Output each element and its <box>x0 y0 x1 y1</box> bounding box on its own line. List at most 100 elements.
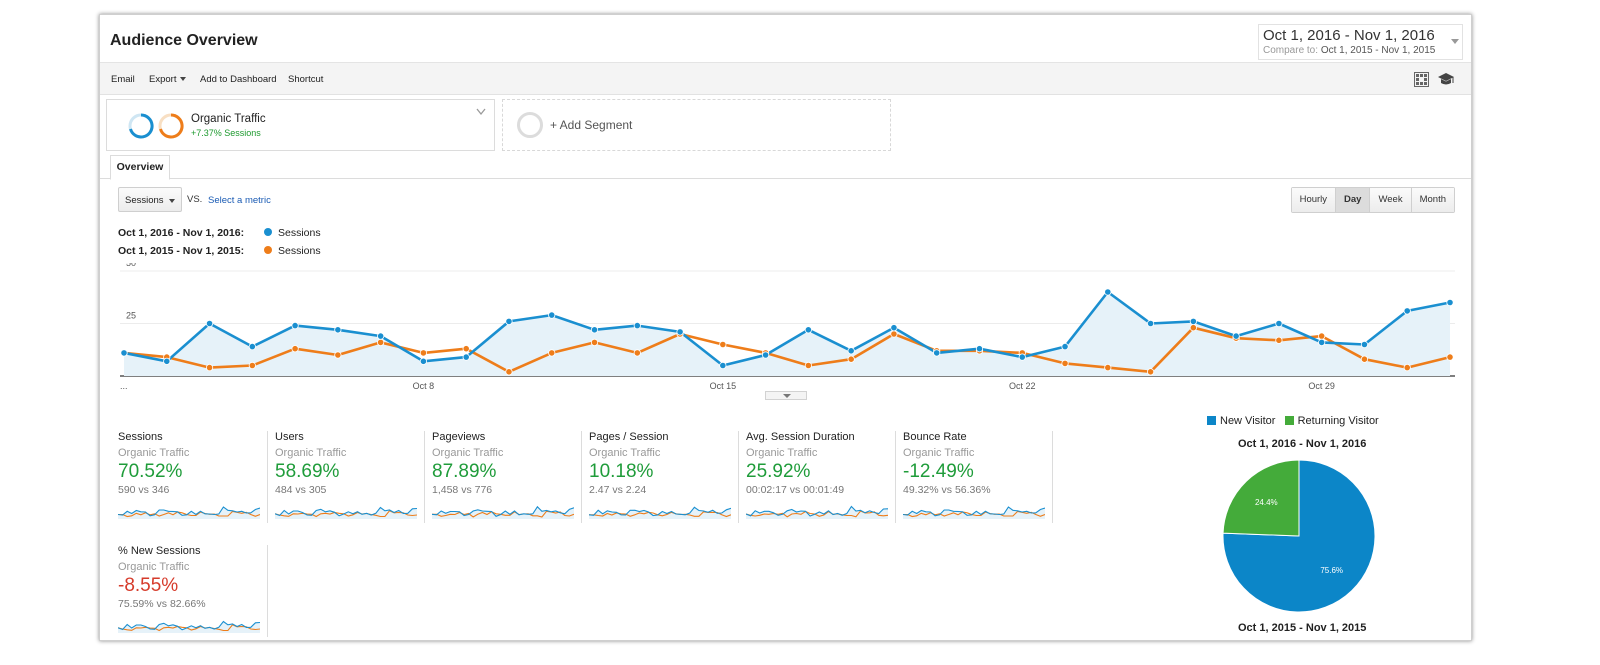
previous-sessions-line <box>123 326 1451 374</box>
current-sessions-point <box>248 343 256 351</box>
sparkline-current <box>746 505 888 517</box>
previous-sessions-point <box>1275 336 1283 344</box>
previous-sessions-point <box>419 349 428 357</box>
scorecard-title: % New Sessions <box>118 545 201 557</box>
current-sessions-point <box>1446 298 1454 307</box>
scorecard[interactable]: Bounce Rate Organic Traffic -12.49% 49.32% … <box>903 431 1053 523</box>
pie-slice[interactable] <box>1222 459 1376 613</box>
chevron-down-icon <box>1451 39 1459 44</box>
select-metric-link[interactable]: Select a metric <box>208 195 271 206</box>
current-sessions-point <box>1360 340 1369 349</box>
current-sessions-point <box>205 319 214 328</box>
export-label: Export <box>149 74 177 85</box>
sparkline-current <box>903 506 1045 517</box>
x-tick-label: Oct 22 <box>1009 381 1036 391</box>
email-button[interactable]: Email <box>111 74 135 85</box>
sparkline-area <box>275 506 417 519</box>
scorecard-value: 87.89% <box>432 461 497 482</box>
previous-sessions-point <box>1360 355 1369 363</box>
current-sessions-point <box>1275 319 1283 328</box>
y-tick-label: 25 <box>126 311 136 321</box>
scorecard[interactable]: Sessions Organic Traffic 70.52% 590 vs 346 <box>118 431 268 523</box>
audience-overview-panel: Audience Overview Oct 1, 2016 - Nov 1, 2… <box>99 14 1472 641</box>
sessions-line-chart: 50 25... Oct 8 Oct 15 Oct 22 Oct 29 <box>120 263 1455 391</box>
scorecard[interactable]: % New Sessions Organic Traffic -8.55% 75.59… <box>118 545 268 637</box>
pie-title: Oct 1, 2016 - Nov 1, 2016 <box>1238 438 1367 450</box>
add-segment-box[interactable]: + Add Segment <box>502 99 891 151</box>
segment-change: +7.37% Sessions <box>191 128 261 138</box>
x-tick-label: Oct 29 <box>1308 381 1335 391</box>
period-hourly-button[interactable]: Hourly <box>1291 188 1337 212</box>
previous-sessions-point <box>847 355 855 363</box>
current-sessions-point <box>804 326 812 334</box>
sparkline-chart <box>746 505 888 519</box>
pie-legend-label: New Visitor <box>1220 415 1276 427</box>
export-button[interactable]: Export <box>149 74 187 85</box>
current-sessions-point <box>719 361 727 370</box>
current-sessions-point <box>590 326 599 334</box>
previous-sessions-point <box>505 368 513 376</box>
legend-swatch-icon <box>1207 416 1216 425</box>
qr-grid-icon[interactable] <box>1414 72 1429 87</box>
chevron-down-icon <box>169 199 175 203</box>
pie-legend: New Visitor Returning Visitor <box>1207 415 1379 427</box>
scorecard-segment: Organic Traffic <box>589 447 661 459</box>
period-week-button[interactable]: Week <box>1370 188 1412 212</box>
chevron-down-icon[interactable] <box>476 108 486 116</box>
scorecard-comparison: 1,458 vs 776 <box>432 484 493 496</box>
date-range-picker[interactable]: Oct 1, 2016 - Nov 1, 2016 Compare to: Oc… <box>1258 24 1463 60</box>
pie-compare-title: Oct 1, 2015 - Nov 1, 2015 <box>1238 622 1367 634</box>
current-sessions-point <box>1318 338 1326 347</box>
scorecard[interactable]: Users Organic Traffic 58.69% 484 vs 305 <box>275 431 425 523</box>
date-range-label: Oct 1, 2016 - Nov 1, 2016 <box>1263 27 1435 44</box>
scorecard-segment: Organic Traffic <box>118 447 190 459</box>
previous-sessions-point <box>1446 353 1454 361</box>
tab-overview[interactable]: Overview <box>110 155 170 180</box>
pie-slice-label: 24.4% <box>1255 498 1278 507</box>
add-to-dashboard-button[interactable]: Add to Dashboard <box>200 74 277 85</box>
period-month-button[interactable]: Month <box>1411 188 1454 212</box>
previous-sessions-point <box>590 338 599 347</box>
current-series-area <box>124 292 1450 376</box>
previous-sessions-point <box>633 349 641 357</box>
scorecard-title: Sessions <box>118 431 163 443</box>
sparkline-area <box>118 620 260 633</box>
current-sessions-point <box>890 324 898 332</box>
graduation-cap-icon[interactable] <box>1437 71 1455 87</box>
sparkline-current <box>275 506 417 517</box>
sparkline-chart <box>118 506 260 519</box>
previous-sessions-point <box>1403 364 1411 372</box>
current-sessions-point <box>676 328 684 336</box>
previous-sessions-point <box>291 345 299 353</box>
chevron-down-icon <box>783 394 791 398</box>
scorecard-segment: Organic Traffic <box>746 447 818 459</box>
x-tick-label: Oct 8 <box>413 381 435 391</box>
add-segment-label: + Add Segment <box>550 118 633 132</box>
sparkline-chart <box>903 506 1045 519</box>
sparkline-current <box>432 505 574 517</box>
chevron-down-icon <box>180 77 187 82</box>
scorecard-comparison: 00:02:17 vs 00:01:49 <box>746 484 845 496</box>
scorecard-comparison: 75.59% vs 82.66% <box>118 598 206 610</box>
period-toggle-group: Hourly Day Week Month <box>1290 187 1455 213</box>
current-sessions-point <box>975 345 984 353</box>
tab-bar: Overview <box>100 154 1471 180</box>
scorecard-value: 70.52% <box>118 461 183 482</box>
sparkline-chart <box>432 505 574 519</box>
segment-organic-traffic[interactable]: Organic Traffic +7.37% Sessions <box>106 99 495 151</box>
metric-select[interactable]: Sessions <box>118 187 182 212</box>
chart-collapse-handle[interactable] <box>765 391 807 400</box>
x-tick-label: Oct 15 <box>710 381 737 391</box>
scorecard-title: Pageviews <box>432 431 486 443</box>
period-day-button[interactable]: Day <box>1336 188 1371 212</box>
sparkline-chart <box>589 506 731 519</box>
scorecard[interactable]: Avg. Session Duration Organic Traffic 25.9… <box>746 431 896 523</box>
scorecard[interactable]: Pageviews Organic Traffic 87.89% 1,458 vs 7… <box>432 431 582 523</box>
empty-segment-ring-icon <box>517 112 543 138</box>
previous-sessions-point <box>462 345 470 353</box>
shortcut-button[interactable]: Shortcut <box>288 74 324 85</box>
scorecard[interactable]: Pages / Session Organic Traffic 10.18% 2.47… <box>589 431 739 523</box>
pie-slice[interactable] <box>1222 459 1300 537</box>
current-sessions-point <box>1104 288 1112 296</box>
current-sessions-point <box>633 321 641 330</box>
